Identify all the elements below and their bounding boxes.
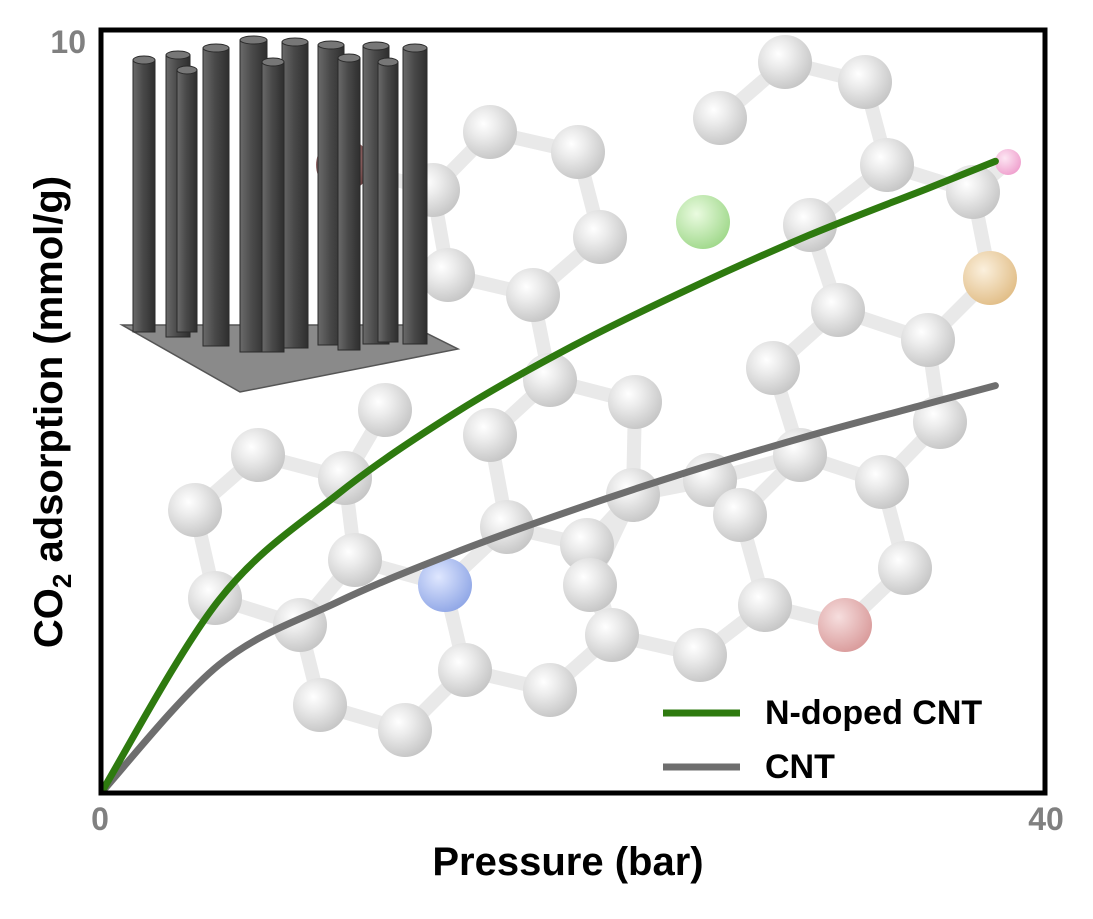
lattice-atom	[421, 248, 475, 302]
cnt-tube-top	[132, 55, 156, 65]
cnt-tube	[176, 69, 198, 333]
x-tick-label-0: 0	[91, 801, 109, 837]
lattice-atom	[418, 558, 472, 612]
y-axis-title-subscript: 2	[47, 574, 77, 588]
cnt-tube	[402, 47, 428, 345]
x-tick-label-1: 40	[1028, 801, 1064, 837]
cnt-tube-top	[377, 57, 399, 67]
lattice-atom	[995, 149, 1021, 175]
y-tick-label-0: 10	[50, 24, 86, 60]
vertical-cnt-array-illustration	[119, 35, 461, 393]
lattice-atom	[963, 251, 1017, 305]
lattice-atom	[523, 663, 577, 717]
cnt-tube-top	[202, 43, 230, 53]
cnt-tube-top	[239, 35, 268, 45]
lattice-atoms	[168, 35, 1021, 757]
lattice-atom	[811, 283, 865, 337]
lattice-atom	[438, 643, 492, 697]
lattice-atom	[738, 578, 792, 632]
lattice-atom	[358, 383, 412, 437]
cnt-tube-top	[362, 41, 390, 51]
legend-label-cnt: CNT	[765, 748, 835, 786]
lattice-atom	[563, 558, 617, 612]
cnt-tube	[261, 61, 285, 353]
y-axis-title-co: CO	[27, 588, 71, 648]
lattice-atom	[463, 105, 517, 159]
lattice-atom	[818, 598, 872, 652]
lattice-atom	[378, 703, 432, 757]
y-axis-title: CO2 adsorption (mmol/g)	[27, 176, 77, 648]
lattice-atom	[878, 541, 932, 595]
cnt-tube	[132, 59, 156, 333]
legend-label-n-doped-cnt: N-doped CNT	[765, 694, 982, 732]
series-line-cnt	[100, 382, 999, 793]
lattice-atom	[855, 455, 909, 509]
lattice-atom	[573, 210, 627, 264]
lattice-atom	[506, 268, 560, 322]
series-layer	[100, 157, 999, 793]
lattice-atom	[913, 395, 967, 449]
lattice-atom	[293, 678, 347, 732]
cnt-tube-top	[337, 53, 361, 63]
lattice-atom	[693, 91, 747, 145]
legend: N-doped CNT CNT	[663, 694, 982, 786]
lattice-atom	[231, 428, 285, 482]
lattice-atom	[746, 341, 800, 395]
cnt-tube	[337, 57, 361, 351]
lattice-atom	[838, 55, 892, 109]
cnt-tubes	[132, 35, 428, 353]
cnt-tube	[281, 41, 309, 349]
lattice-atom	[560, 518, 614, 572]
cnt-tube-top	[165, 50, 191, 60]
lattice-atom	[901, 313, 955, 367]
lattice-atom	[673, 628, 727, 682]
lattice-atom	[676, 195, 730, 249]
lattice-atom	[318, 451, 372, 505]
lattice-atom	[463, 408, 517, 462]
lattice-atom	[328, 533, 382, 587]
cnt-tube	[202, 47, 230, 347]
cnt-tube-top	[281, 37, 309, 47]
cnt-tube-top	[317, 40, 345, 50]
lattice-atom	[551, 125, 605, 179]
cnt-tube	[377, 61, 399, 343]
cnt-tube-top	[402, 43, 428, 53]
lattice-atom	[608, 375, 662, 429]
lattice-atom	[860, 138, 914, 192]
lattice-atom	[585, 608, 639, 662]
lattice-atom	[606, 468, 660, 522]
cnt-tube-top	[261, 57, 285, 67]
cnt-tube-top	[176, 65, 198, 75]
lattice-atom	[758, 35, 812, 89]
series-line-n-doped-cnt	[100, 157, 999, 793]
graphene-lattice-illustration	[168, 35, 1021, 757]
lattice-atom	[168, 483, 222, 537]
x-axis-title: Pressure (bar)	[432, 840, 703, 884]
y-axis-title-rest: adsorption (mmol/g)	[27, 176, 71, 574]
lattice-atom	[713, 488, 767, 542]
plot-frame	[98, 27, 1048, 796]
